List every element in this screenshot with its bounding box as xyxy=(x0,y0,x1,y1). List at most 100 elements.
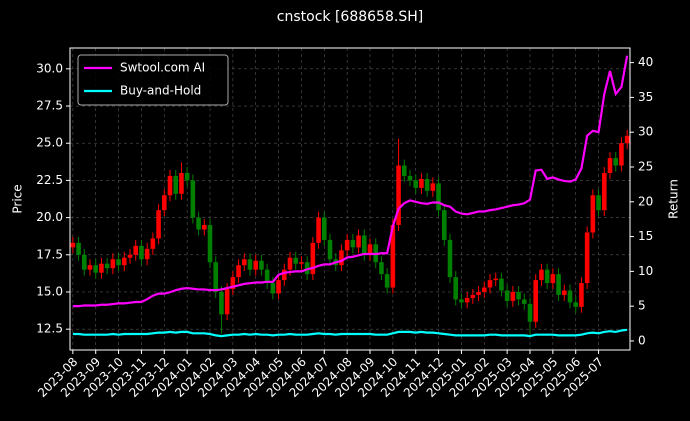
candle-body xyxy=(162,195,167,211)
legend-label: Swtool.com AI xyxy=(120,61,205,75)
candle-body xyxy=(367,244,373,255)
candle-body xyxy=(402,165,407,176)
candle-body xyxy=(544,269,550,284)
y2-tick-label: 40 xyxy=(638,55,653,69)
candle-body xyxy=(579,283,584,307)
candle-body xyxy=(504,290,510,301)
y2-tick-label: 20 xyxy=(638,194,653,208)
y2-axis-label: Return xyxy=(667,179,681,219)
candle-body xyxy=(590,195,596,233)
candle-body xyxy=(224,289,230,315)
candle-body xyxy=(459,299,464,303)
candle-body xyxy=(139,245,144,260)
candle-body xyxy=(562,290,567,295)
y-tick-label: 20.0 xyxy=(36,210,63,224)
candle-body xyxy=(464,297,470,303)
y2-tick-label: 30 xyxy=(638,125,653,139)
candle-body xyxy=(276,280,281,294)
candle-body xyxy=(196,217,201,230)
y2-tick-label: 35 xyxy=(638,90,653,104)
candle-body xyxy=(436,183,441,211)
candle-body xyxy=(219,291,224,315)
candle-body xyxy=(470,294,476,298)
candle-body xyxy=(322,217,327,240)
candle-body xyxy=(247,259,253,270)
candle-body xyxy=(87,265,93,270)
candle-body xyxy=(419,178,424,188)
candle-body xyxy=(596,195,601,211)
candle-body xyxy=(379,262,384,275)
candle-body xyxy=(567,290,573,303)
candle-body xyxy=(230,277,236,290)
y-tick-label: 22.5 xyxy=(36,173,63,187)
candle-body xyxy=(150,238,156,249)
candle-body xyxy=(487,280,493,288)
candle-body xyxy=(556,274,561,295)
y-tick-label: 17.5 xyxy=(36,247,63,261)
candle-body xyxy=(76,242,81,255)
candle-body xyxy=(453,277,458,300)
candle-body xyxy=(619,143,624,166)
candle-body xyxy=(99,263,104,273)
y2-tick-label: 0 xyxy=(638,333,646,347)
candle-body xyxy=(413,180,418,188)
candle-body xyxy=(430,183,436,191)
candle-body xyxy=(282,269,287,281)
candle-body xyxy=(527,303,533,322)
candle-body xyxy=(82,254,87,270)
candle-body xyxy=(362,235,367,255)
candle-body xyxy=(93,265,98,273)
candle-body xyxy=(607,158,613,173)
candle-body xyxy=(539,269,544,281)
candle-body xyxy=(522,299,527,304)
candle-body xyxy=(259,260,264,270)
chart-title: cnstock [688658.SH] xyxy=(277,9,423,25)
line-series xyxy=(72,328,628,338)
y2-tick-label: 5 xyxy=(638,299,646,313)
candle-body xyxy=(207,225,213,263)
candle-body xyxy=(613,158,618,166)
candle-body xyxy=(179,172,184,194)
y-tick-label: 15.0 xyxy=(36,284,63,298)
candle-body xyxy=(122,257,127,266)
candle-body xyxy=(482,287,487,292)
y2-tick-label: 10 xyxy=(638,264,653,278)
candle-body xyxy=(510,291,516,301)
y-tick-label: 30.0 xyxy=(36,61,63,75)
candle-body xyxy=(242,259,247,266)
candle-body xyxy=(184,172,190,181)
candle-body xyxy=(584,232,590,284)
candle-body xyxy=(624,135,630,144)
candle-body xyxy=(424,178,430,191)
plot-frame xyxy=(69,47,631,351)
candle-body xyxy=(516,291,521,300)
y-tick-label: 27.5 xyxy=(36,99,63,113)
candle-body xyxy=(70,242,76,248)
candle-body xyxy=(327,239,333,260)
candle-body xyxy=(287,257,293,270)
y-tick-label: 12.5 xyxy=(36,322,63,336)
candle-body xyxy=(316,217,321,243)
candle-body xyxy=(270,283,276,294)
candle-body xyxy=(310,242,316,275)
candle-body xyxy=(384,274,390,288)
line-series xyxy=(72,55,629,308)
legend-box xyxy=(77,54,229,106)
candle-body xyxy=(550,274,556,284)
candle-body xyxy=(499,278,504,291)
candle-body xyxy=(533,280,538,322)
candle-body xyxy=(602,172,607,211)
candle-body xyxy=(299,262,304,264)
candle-body xyxy=(344,239,350,251)
candle-body xyxy=(173,175,178,194)
y2-tick-label: 25 xyxy=(638,159,653,173)
candle-body xyxy=(390,225,396,288)
candle-body xyxy=(293,257,298,264)
candle-body xyxy=(127,254,133,258)
candle-body xyxy=(144,248,150,260)
candle-body xyxy=(350,239,356,248)
candle-body xyxy=(116,259,121,266)
candle-body xyxy=(167,175,173,196)
y2-tick-label: 15 xyxy=(638,229,653,243)
